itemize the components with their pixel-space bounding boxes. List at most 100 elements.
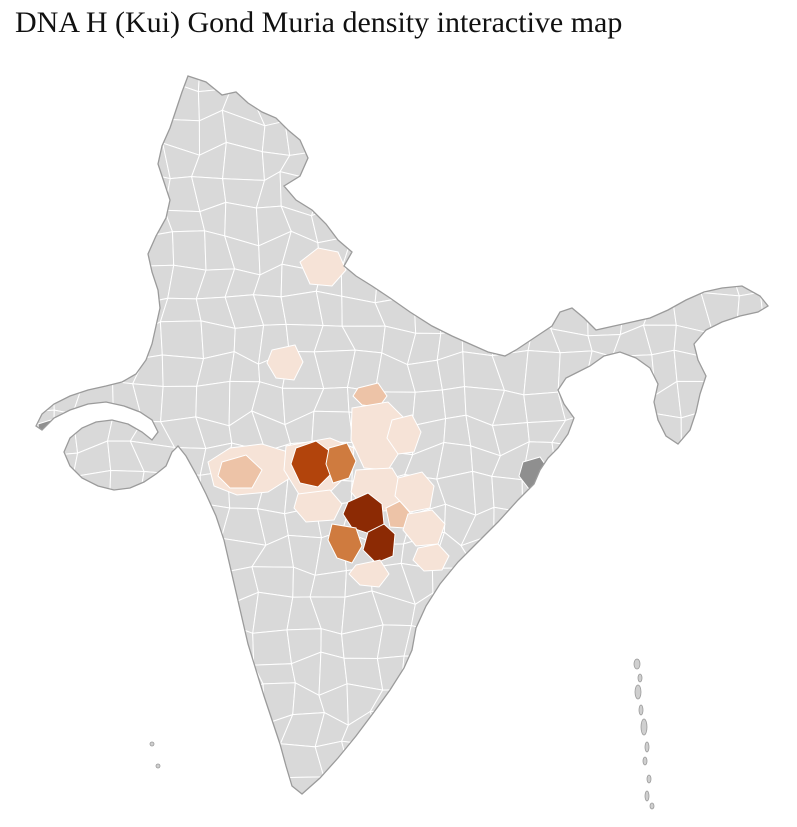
district-cell[interactable] [252,629,293,666]
district-cell[interactable] [772,82,797,115]
district-cell[interactable] [14,146,55,183]
district-cell[interactable] [140,320,163,359]
district-cell[interactable] [775,724,794,747]
district-cell[interactable] [78,174,114,211]
district-cell[interactable] [677,621,713,664]
district-cell[interactable] [430,115,477,149]
district-cell[interactable] [194,684,235,721]
district-cell[interactable] [500,54,535,94]
district-cell[interactable] [41,720,84,757]
district-cell[interactable] [561,82,594,122]
district-up-light[interactable] [266,344,304,381]
district-cell[interactable] [561,681,596,725]
district-cell[interactable] [105,114,139,145]
district-cell[interactable] [77,501,112,537]
district-cell[interactable] [385,50,414,97]
district-cell[interactable] [586,534,621,577]
district-cell[interactable] [75,593,113,631]
district-cell[interactable] [170,659,196,687]
district-cell[interactable] [444,53,475,93]
district-cell[interactable] [76,263,109,302]
district-cell[interactable] [760,775,797,806]
district-cell[interactable] [194,773,230,816]
district-cell[interactable] [735,204,773,242]
district-cell[interactable] [20,440,54,478]
district-north-light[interactable] [299,247,347,287]
district-cell[interactable] [347,112,371,151]
district-cell[interactable] [610,507,646,536]
district-cell[interactable] [310,112,353,154]
district-cell[interactable] [41,146,81,185]
district-cell[interactable] [310,201,353,244]
district-bastar-medium-west[interactable] [327,523,363,564]
district-cell[interactable] [523,349,561,396]
district-cell[interactable] [700,231,738,268]
district-cell[interactable] [459,656,507,693]
district-cell[interactable] [735,501,772,535]
district-cell[interactable] [672,680,711,718]
district-cell[interactable] [524,119,564,152]
district-cell[interactable] [586,294,626,337]
district-cell[interactable] [75,623,113,662]
district-cell[interactable] [704,113,740,154]
district-cell[interactable] [80,566,113,606]
district-cell[interactable] [680,504,711,540]
district-cell[interactable] [581,507,621,547]
district-cell[interactable] [260,776,295,814]
district-cell[interactable] [641,410,683,457]
district-cell[interactable] [41,88,82,127]
district-cell[interactable] [400,769,445,802]
district-cell[interactable] [24,50,46,90]
district-cell[interactable] [170,632,194,662]
district-cell[interactable] [131,660,174,696]
district-cell[interactable] [194,745,224,784]
district-cell[interactable] [558,201,590,240]
district-cell[interactable] [736,470,772,515]
district-cell[interactable] [345,50,387,92]
district-cell[interactable] [619,807,648,827]
district-cell[interactable] [737,770,773,815]
district-cell[interactable] [402,53,446,97]
district-cell[interactable] [588,234,616,276]
district-cell[interactable] [431,201,470,238]
district-cell[interactable] [669,772,708,814]
district-cell[interactable] [773,693,794,726]
district-cell[interactable] [100,293,143,333]
district-cell[interactable] [641,687,684,725]
district-cell[interactable] [191,622,229,662]
district-cell[interactable] [615,589,656,633]
district-cell[interactable] [40,181,81,212]
district-cell[interactable] [611,269,654,303]
district-cell[interactable] [202,805,236,827]
district-cell[interactable] [586,262,627,302]
district-cell[interactable] [672,481,715,508]
district-cell[interactable] [677,149,711,175]
district-cell[interactable] [700,204,742,237]
district-cell[interactable] [618,172,648,211]
district-cell[interactable] [549,661,595,693]
district-cell[interactable] [102,233,144,268]
district-cell[interactable] [579,173,626,211]
district-mp-core-dark[interactable] [290,440,334,488]
district-cell[interactable] [369,204,412,247]
district-cell[interactable] [615,473,643,509]
district-cell[interactable] [472,56,503,94]
district-cell[interactable] [647,599,679,628]
district-cell[interactable] [587,201,620,239]
district-cell[interactable] [430,592,476,633]
district-cell[interactable] [14,593,47,637]
district-cell[interactable] [72,116,113,155]
district-cell[interactable] [379,745,414,777]
district-cell[interactable] [113,741,142,778]
district-cell[interactable] [493,506,533,539]
district-cell[interactable] [132,383,164,423]
district-cell[interactable] [165,715,206,752]
district-cell[interactable] [17,778,54,808]
district-cell[interactable] [45,116,82,155]
district-odisha-light-3[interactable] [412,543,450,572]
district-cell[interactable] [20,470,56,512]
district-cell[interactable] [645,149,684,174]
district-cell[interactable] [591,630,617,663]
district-cell[interactable] [651,657,684,690]
